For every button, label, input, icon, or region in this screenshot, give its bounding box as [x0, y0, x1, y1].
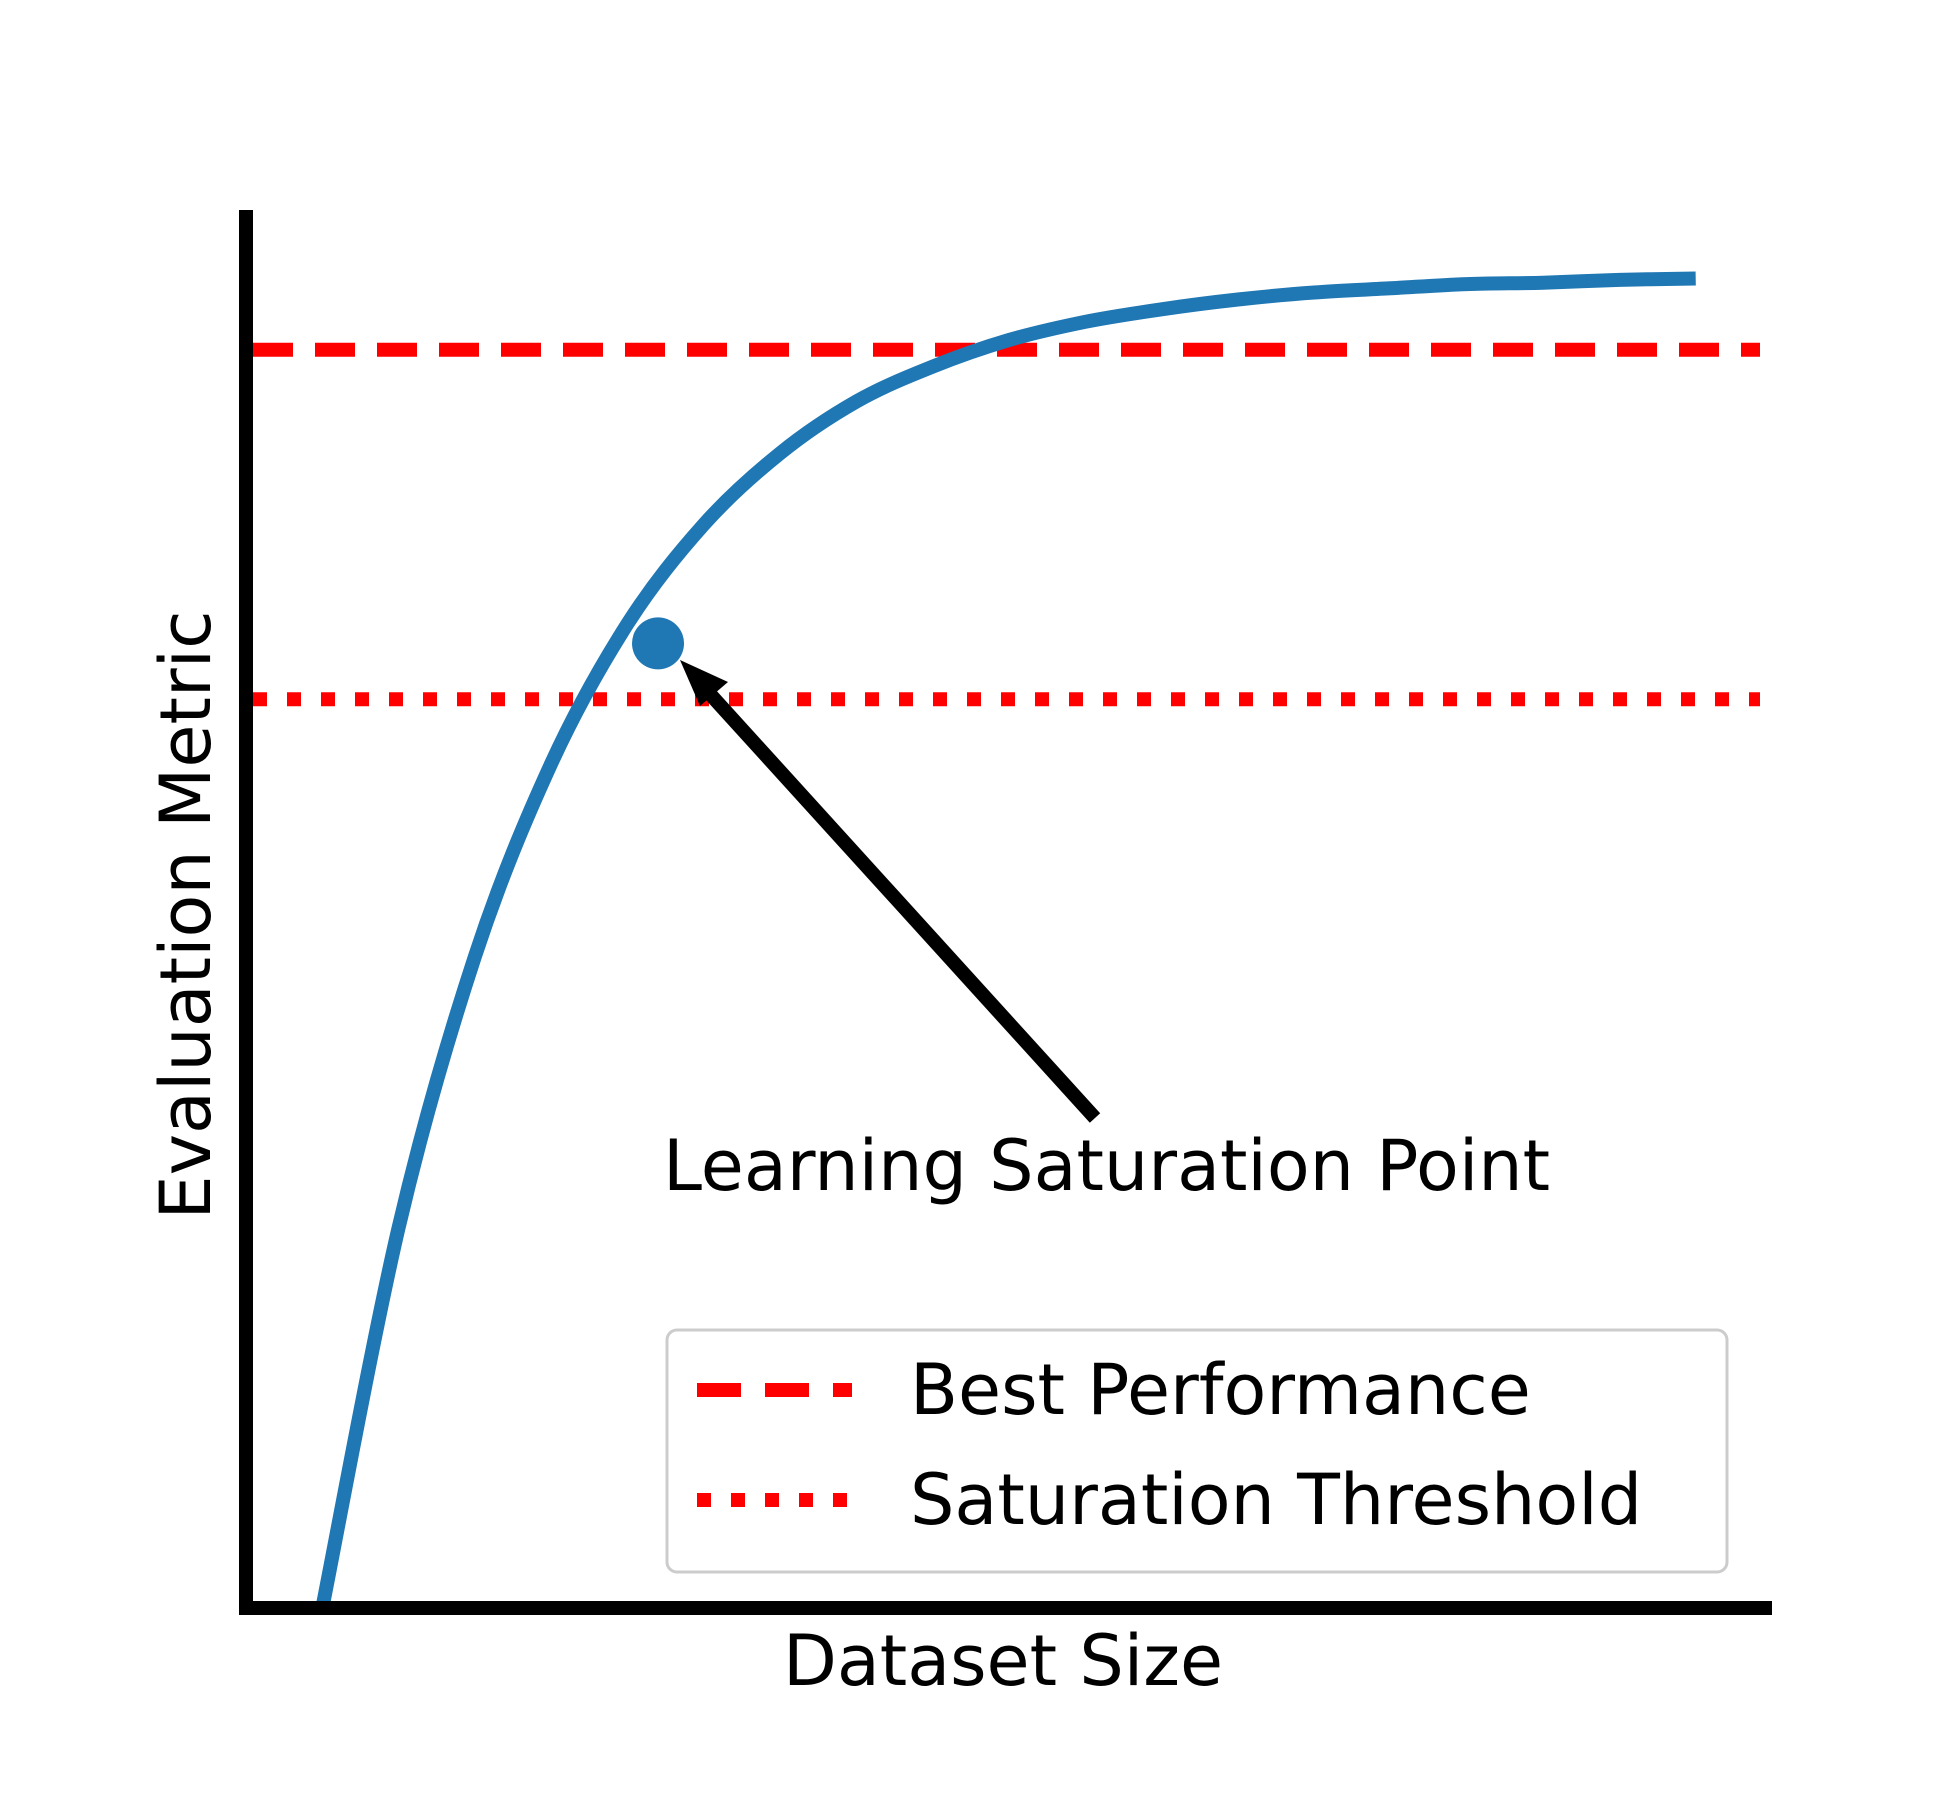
legend-box	[665, 1328, 1729, 1574]
learning-curve-line	[315, 271, 1696, 1610]
annotation-arrow	[680, 660, 1101, 1123]
y-axis-label: Evaluation Metric	[145, 610, 227, 1219]
reference-lines	[253, 342, 1760, 707]
legend: Best Performance Saturation Threshold	[665, 1328, 1729, 1574]
legend-label-saturation-threshold: Saturation Threshold	[910, 1459, 1642, 1541]
saturation-point-marker	[632, 617, 685, 670]
x-axis-label: Dataset Size	[783, 1620, 1223, 1702]
legend-label-best-performance: Best Performance	[910, 1349, 1531, 1431]
annotation-text: Learning Saturation Point	[663, 1125, 1550, 1207]
